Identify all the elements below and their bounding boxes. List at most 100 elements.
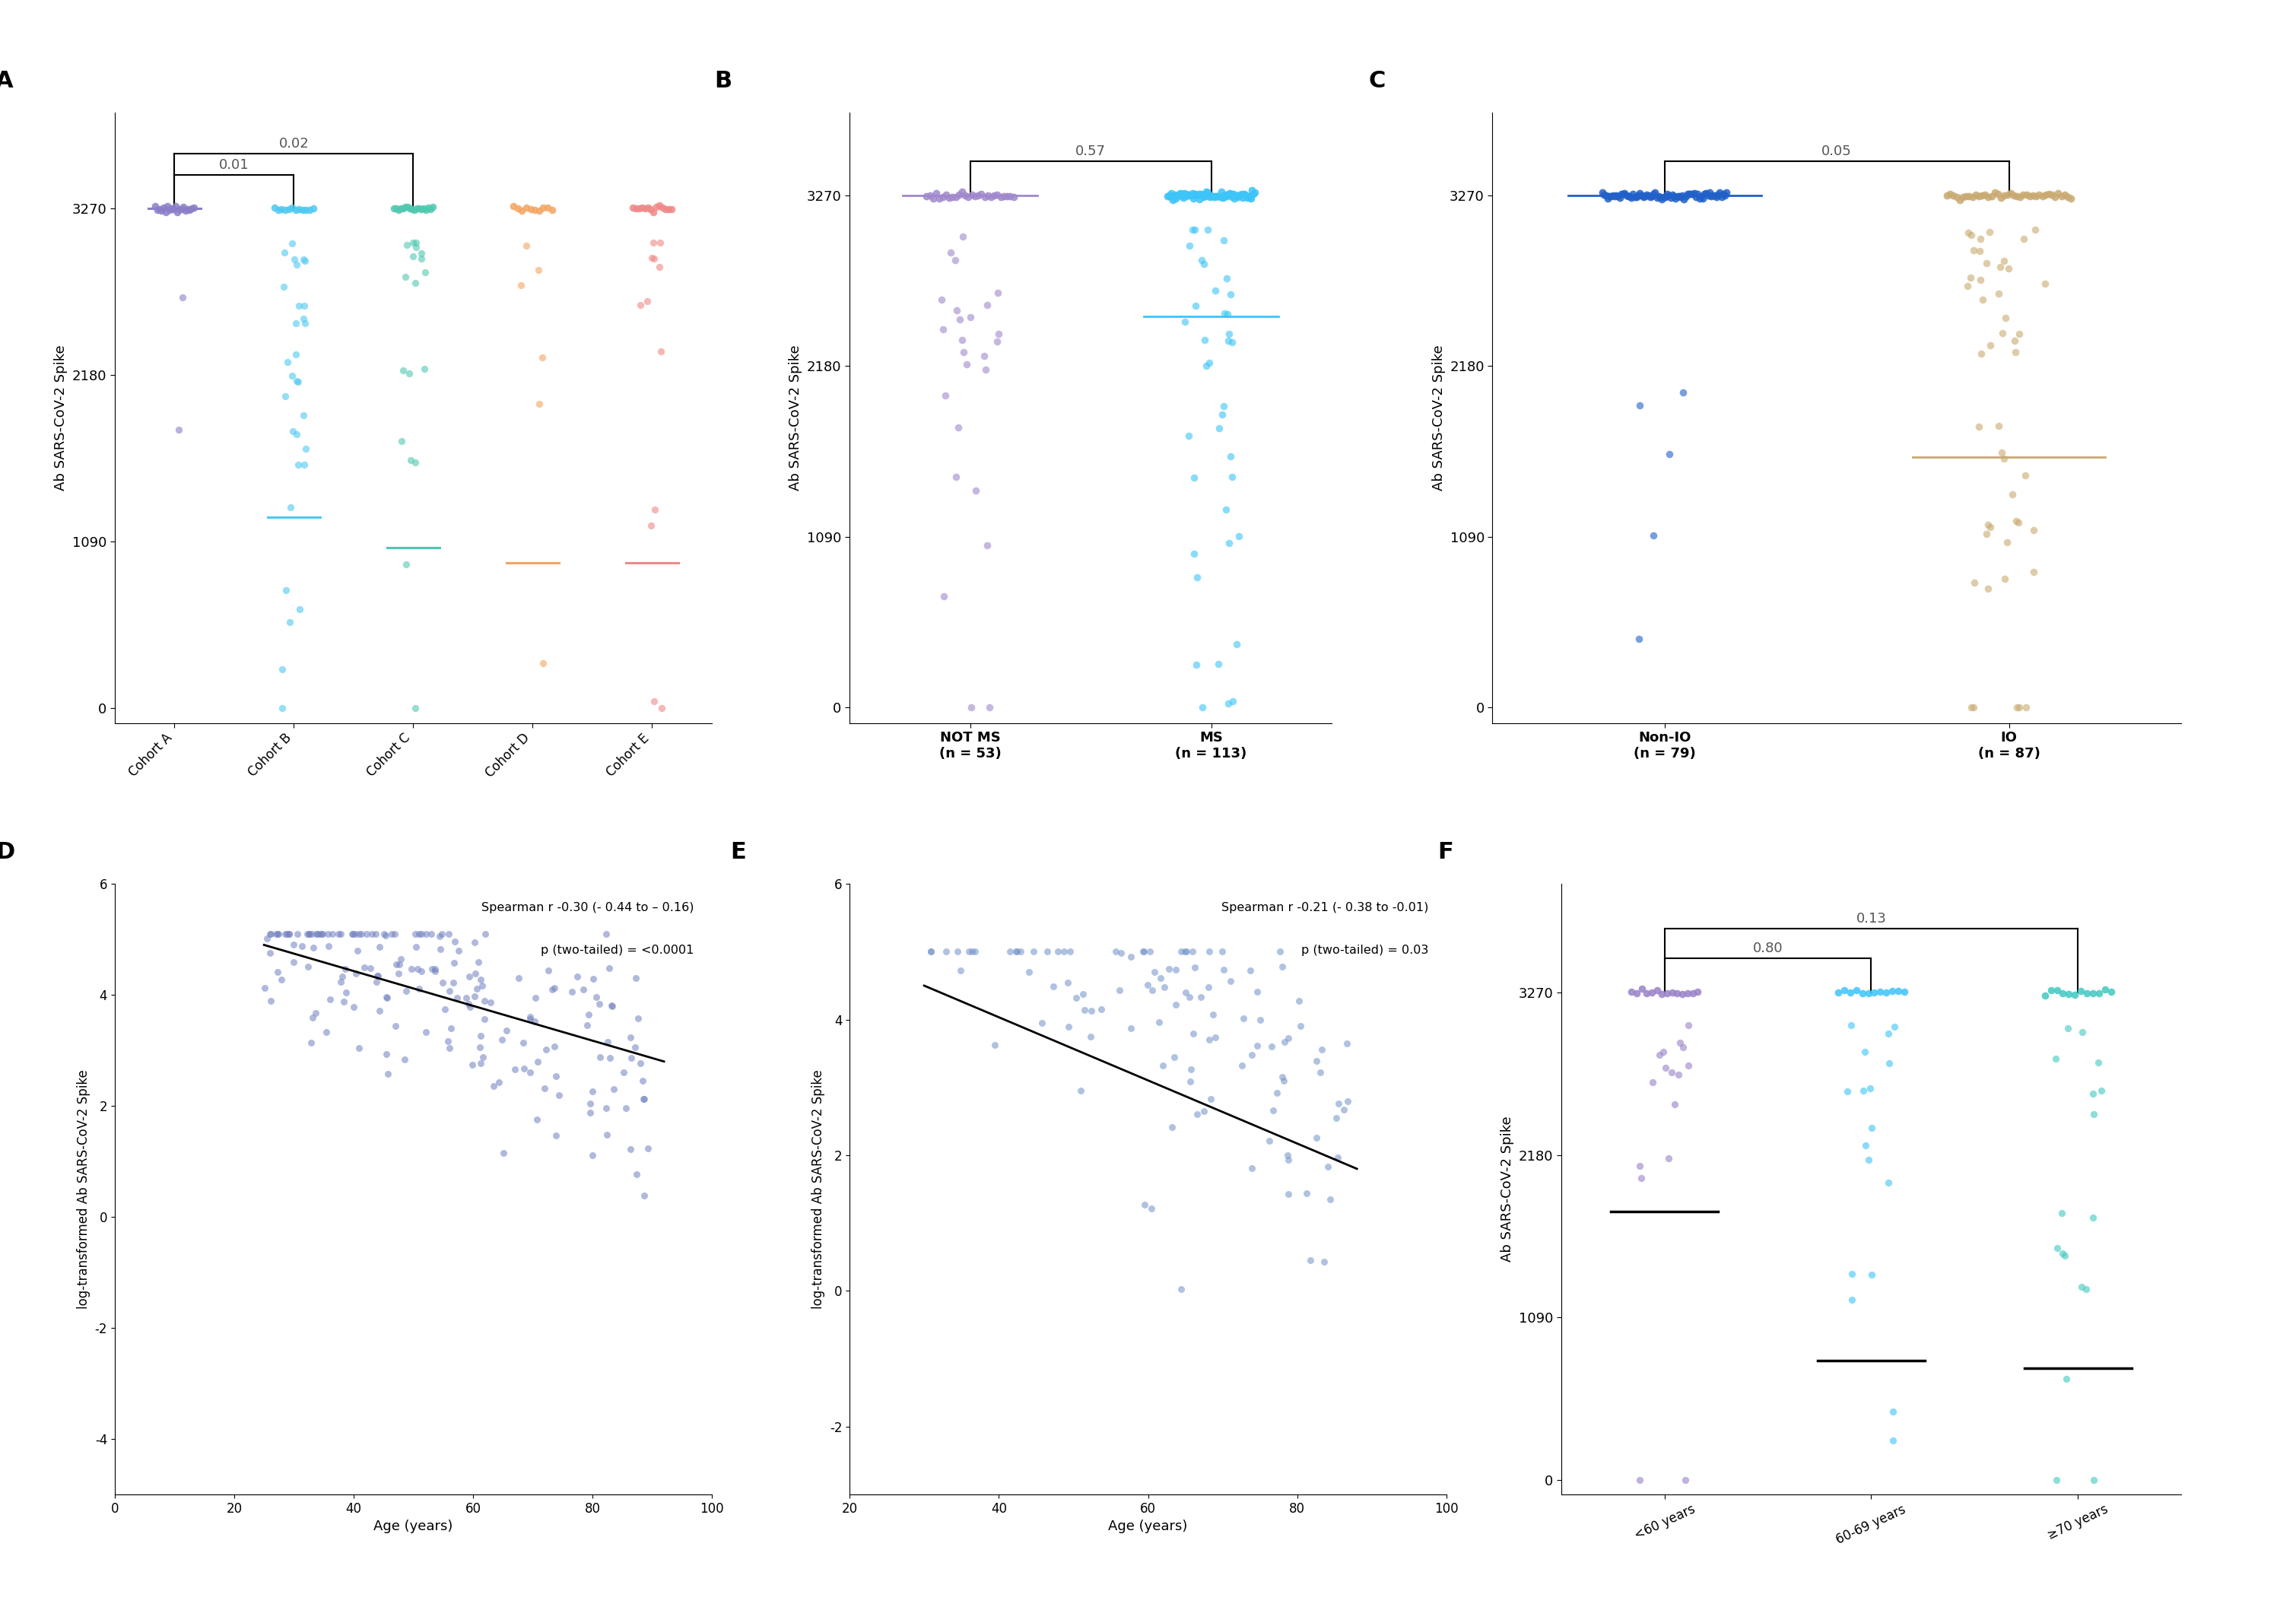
Point [1851,1146,1887,1172]
Point [1945,185,1981,211]
Point [269,349,305,374]
Point [1150,956,1187,982]
Point [1072,998,1109,1024]
Point [2043,1241,2080,1266]
Point [517,985,553,1011]
Point [501,196,537,222]
Point [2009,182,2046,207]
Point [569,1012,606,1038]
Point [1653,979,1690,1004]
Point [1653,182,1690,207]
Point [618,966,654,992]
Point [1201,415,1238,440]
Text: 0.57: 0.57 [1075,145,1107,157]
Point [400,956,436,982]
Point [932,239,969,265]
Point [634,230,670,256]
Point [386,264,422,289]
Point [530,958,567,983]
Point [1182,182,1219,207]
Point [2018,183,2055,209]
Point [636,497,673,522]
Point [1665,183,1701,209]
Point [1201,183,1238,209]
Point [326,956,363,982]
Point [521,198,558,223]
Point [1176,1020,1212,1046]
Point [1979,182,2016,207]
Point [937,464,974,490]
Point [140,196,177,222]
Point [622,1051,659,1077]
Point [512,1004,549,1030]
Point [276,950,312,975]
Point [1956,182,1993,207]
Point [2032,977,2069,1003]
Point [496,193,533,219]
Point [1171,182,1208,207]
Point [1632,183,1669,209]
Point [321,921,358,947]
Point [1986,247,2023,273]
Point [1311,1186,1348,1212]
Point [1153,180,1189,206]
Point [1173,217,1210,243]
Point [1210,321,1247,347]
Point [537,1122,574,1147]
Point [1835,1261,1871,1287]
Point [638,194,675,220]
Point [512,196,549,222]
Point [631,196,668,222]
Point [1318,1104,1355,1130]
Point [1162,182,1199,207]
Point [1699,185,1736,211]
Point [650,196,687,222]
Point [1988,182,2025,207]
Point [1649,980,1685,1006]
Point [1931,182,1968,207]
Point [1671,182,1708,207]
Point [1171,1069,1208,1094]
Point [1194,1003,1231,1028]
Point [957,477,994,503]
Point [1607,180,1644,206]
Point [1210,182,1247,207]
Point [1963,267,2000,292]
Point [1208,182,1244,207]
Point [629,194,666,220]
Point [298,921,335,947]
Point [1692,180,1729,206]
Point [1621,1154,1658,1180]
Point [1171,233,1208,259]
Point [928,382,964,408]
Point [450,992,487,1017]
Point [647,196,684,222]
Point [273,194,310,220]
Point [1844,980,1880,1006]
Point [377,196,413,222]
Point [1598,183,1635,209]
Point [142,198,179,223]
Point [1965,288,2002,313]
Point [1612,183,1649,209]
Point [459,975,496,1001]
Point [466,921,503,947]
Point [358,969,395,995]
Point [1832,980,1869,1006]
Point [595,1077,631,1102]
Point [1065,996,1102,1022]
Point [1846,1133,1883,1159]
Point [1874,1427,1910,1453]
Point [2082,1078,2119,1104]
Point [1010,959,1047,985]
Point [1660,183,1697,209]
Point [951,185,987,211]
Point [165,194,202,220]
Point [1210,328,1247,354]
Point [1623,975,1660,1001]
Point [613,1045,650,1070]
Point [360,934,397,959]
Point [292,1030,328,1056]
Point [154,196,191,222]
Point [422,935,459,961]
